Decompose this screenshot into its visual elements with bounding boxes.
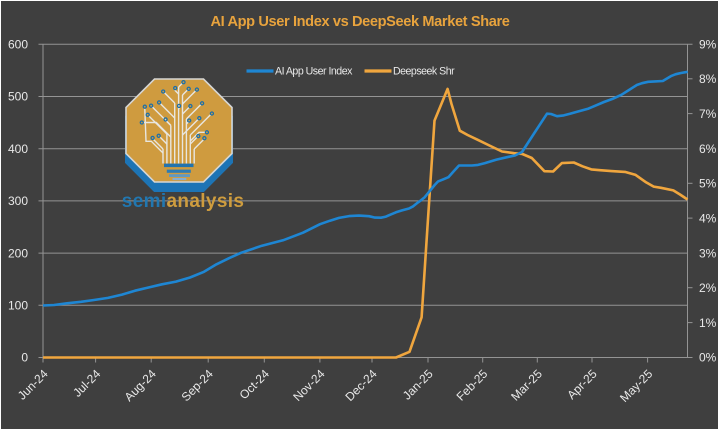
svg-text:Nov-24: Nov-24 [290,367,327,404]
svg-text:AI App User Index: AI App User Index [275,66,353,78]
svg-text:100: 100 [8,299,28,313]
svg-text:Feb-25: Feb-25 [454,367,491,404]
svg-text:5%: 5% [699,177,717,191]
svg-text:Oct-24: Oct-24 [237,367,273,403]
svg-text:0: 0 [21,351,28,365]
svg-text:Sep-24: Sep-24 [179,367,216,404]
svg-text:6%: 6% [699,142,717,156]
svg-text:May-25: May-25 [617,367,655,405]
svg-text:3%: 3% [699,246,717,260]
svg-text:7%: 7% [699,107,717,121]
svg-text:semianalysis: semianalysis [122,191,245,212]
svg-text:400: 400 [8,142,28,156]
svg-text:1%: 1% [699,316,717,330]
svg-text:2%: 2% [699,281,717,295]
svg-text:500: 500 [8,90,28,104]
svg-text:600: 600 [8,38,28,52]
svg-text:9%: 9% [699,38,717,52]
svg-text:Apr-25: Apr-25 [564,367,600,403]
svg-text:AI App User Index vs DeepSeek: AI App User Index vs DeepSeek Market Sha… [210,14,509,30]
svg-text:Deepseek Shr: Deepseek Shr [393,66,455,78]
svg-text:Dec-24: Dec-24 [342,367,379,404]
svg-text:Aug-24: Aug-24 [122,367,159,404]
svg-text:Jan-25: Jan-25 [400,367,436,403]
svg-text:Mar-25: Mar-25 [508,367,545,404]
svg-text:200: 200 [8,246,28,260]
svg-text:300: 300 [8,194,28,208]
svg-text:4%: 4% [699,211,717,225]
svg-text:Jun-24: Jun-24 [15,367,51,403]
svg-text:Jul-24: Jul-24 [70,367,103,400]
svg-text:8%: 8% [699,72,717,86]
svg-text:0%: 0% [699,351,717,365]
